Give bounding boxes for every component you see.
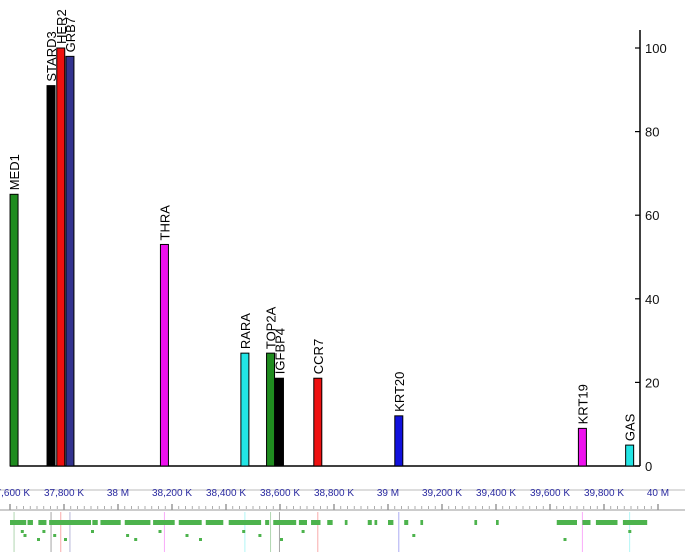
y-tick-label: 100 <box>645 41 667 56</box>
track-mark <box>37 538 40 541</box>
track-segment <box>582 520 591 525</box>
y-tick-label: 20 <box>645 375 659 390</box>
bar-label-ccr7: CCR7 <box>311 339 326 374</box>
track-segment <box>27 520 33 525</box>
y-tick-label: 40 <box>645 292 659 307</box>
track-mark <box>412 534 416 537</box>
bar-label-gas: GAS <box>623 413 638 441</box>
track-mark <box>20 530 24 533</box>
bar-label-rara: RARA <box>238 313 253 349</box>
y-tick-label: 80 <box>645 125 659 140</box>
bar-label-krt20: KRT20 <box>392 372 407 412</box>
track-segment <box>100 520 121 525</box>
x-tick-label: 39,200 K <box>422 488 462 499</box>
axes-layer: 0 20 40 60 80 100 <box>10 30 667 474</box>
track-segment <box>273 520 297 525</box>
bar-label-grb7: GRB7 <box>63 17 78 52</box>
bar-top2a <box>266 352 276 467</box>
bar-thra <box>159 243 169 467</box>
y-tick-label: 0 <box>645 459 652 474</box>
bar-med1 <box>9 193 19 467</box>
y-tick-label: 60 <box>645 208 659 223</box>
track-segment <box>49 520 91 525</box>
x-axis-layer: 37,600 K 37,800 K 38 M 38,200 K 38,400 K 38,6… <box>0 488 685 511</box>
track-segment <box>595 520 618 525</box>
track-segment <box>344 520 348 525</box>
track-mark <box>258 534 262 537</box>
bar-rara <box>240 352 250 467</box>
track-mark <box>64 538 67 541</box>
bar-ccr7 <box>313 377 323 467</box>
bar-her2 <box>56 47 66 467</box>
bar-grb7 <box>65 55 75 467</box>
x-tick-label: 38,400 K <box>206 488 246 499</box>
track-segment <box>311 520 321 525</box>
track-mark <box>301 530 305 533</box>
track-segment <box>153 520 175 525</box>
track-mark <box>242 530 246 533</box>
bar-label-igfbp4: IGFBP4 <box>272 328 287 374</box>
track-segment <box>327 520 333 525</box>
track-mark <box>134 538 138 541</box>
bars-layer <box>9 47 635 467</box>
track-mark <box>23 534 27 537</box>
track-segment <box>374 520 378 525</box>
x-tick-label: 38 M <box>107 488 129 499</box>
track-segment <box>298 520 307 525</box>
track-segment <box>556 520 577 525</box>
track-mark <box>53 534 57 537</box>
bar-krt19 <box>577 427 587 467</box>
track-segment <box>124 520 151 525</box>
track-mark <box>42 530 46 533</box>
x-tick-label: 39 M <box>377 488 399 499</box>
track-segment <box>178 520 202 525</box>
bar-gas <box>625 444 635 467</box>
track-segment <box>404 520 409 525</box>
track-mark <box>91 530 94 533</box>
track-segment <box>92 520 98 525</box>
track-segment <box>367 520 372 525</box>
bar-label-krt19: KRT19 <box>575 384 590 424</box>
bar-label-stard3: STARD3 <box>44 31 59 81</box>
track-mark <box>280 538 283 541</box>
x-tick-label: 39,800 K <box>584 488 624 499</box>
track-segment <box>474 520 478 525</box>
track-segment <box>388 520 394 525</box>
x-tick-label: 38,800 K <box>314 488 354 499</box>
bar-label-thra: THRA <box>157 205 172 241</box>
x-tick-label: 37,600 K <box>0 488 30 499</box>
bar-stard3 <box>46 85 56 467</box>
bar-krt20 <box>394 415 404 467</box>
x-tick-label: 38,600 K <box>260 488 300 499</box>
x-tick-label: 39,600 K <box>530 488 570 499</box>
x-tick-label: 38,200 K <box>152 488 192 499</box>
track-mark <box>185 534 189 537</box>
track-segment <box>228 520 262 525</box>
track-segment <box>10 520 27 525</box>
bar-label-top2a: TOP2A <box>264 306 279 349</box>
track-mark <box>628 530 632 533</box>
x-tick-label: 40 M <box>647 488 669 499</box>
track-segment <box>205 520 224 525</box>
track-mark <box>563 538 567 541</box>
track-segment <box>420 520 424 525</box>
track-background <box>0 512 685 552</box>
track-mark <box>158 530 162 533</box>
track-segment <box>265 520 270 525</box>
gene-track-layer <box>0 512 685 552</box>
bar-label-med1: MED1 <box>7 154 22 190</box>
track-segment <box>496 520 499 525</box>
bar-label-her2: HER2 <box>54 9 69 44</box>
track-mark <box>199 538 202 541</box>
x-tick-label: 37,800 K <box>44 488 84 499</box>
track-segment <box>38 520 47 525</box>
bar-igfbp4 <box>274 377 284 467</box>
track-segment <box>622 520 648 525</box>
x-tick-label: 39,400 K <box>476 488 516 499</box>
track-mark <box>126 534 130 537</box>
